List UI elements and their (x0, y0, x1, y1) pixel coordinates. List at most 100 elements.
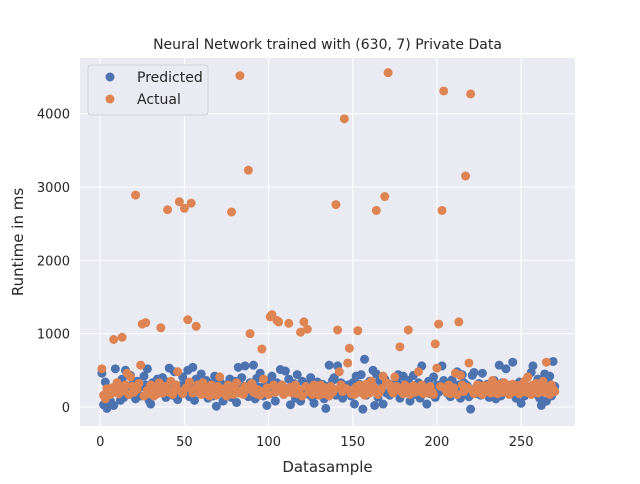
data-point-predicted (280, 366, 290, 376)
data-point-actual (245, 329, 255, 339)
data-point-actual (156, 323, 166, 333)
data-point-actual (550, 387, 560, 397)
data-point-predicted (528, 361, 538, 371)
data-point-actual (344, 343, 354, 353)
data-point-actual (297, 391, 307, 401)
data-point-actual (339, 114, 349, 124)
data-point-predicted (233, 362, 243, 372)
data-point-predicted (240, 361, 250, 371)
legend: Predicted Actual (87, 64, 209, 116)
data-point-actual (179, 203, 189, 213)
legend-marker-predicted (105, 72, 115, 82)
data-point-actual (154, 378, 164, 388)
data-point-actual (296, 327, 306, 337)
data-point-actual (173, 367, 183, 377)
data-point-actual (243, 165, 253, 175)
data-point-actual (284, 318, 294, 328)
data-point-actual (134, 378, 144, 388)
series-actual (97, 68, 560, 404)
x-tick-label: 150 (340, 435, 365, 450)
x-tick-label: 0 (96, 435, 104, 450)
data-point-actual (430, 339, 440, 349)
data-point-predicted (110, 364, 120, 374)
data-point-predicted (422, 399, 432, 409)
data-point-predicted (262, 400, 272, 410)
data-point-predicted (545, 371, 555, 381)
data-point-predicted (270, 396, 280, 406)
legend-box (87, 64, 209, 116)
legend-marker-actual (105, 94, 115, 104)
data-point-predicted (211, 401, 221, 411)
data-point-predicted (405, 396, 415, 406)
data-point-predicted (516, 398, 526, 408)
data-point-actual (120, 380, 130, 390)
data-point-predicted (356, 370, 366, 380)
data-point-actual (353, 326, 363, 336)
data-point-actual (371, 205, 381, 215)
data-point-predicted (146, 399, 156, 409)
data-point-actual (331, 200, 341, 210)
data-point-predicted (142, 364, 152, 374)
data-point-predicted (324, 360, 334, 370)
data-point-predicted (378, 399, 388, 409)
data-point-actual (383, 68, 393, 78)
y-tick-label: 3000 (37, 181, 70, 196)
data-point-actual (432, 363, 442, 373)
data-point-actual (343, 358, 353, 368)
y-tick-label: 0 (62, 401, 70, 416)
data-point-predicted (548, 356, 558, 366)
y-axis-label: Runtime in ms (9, 188, 27, 296)
data-point-predicted (248, 360, 258, 370)
data-point-predicted (306, 373, 316, 383)
data-point-actual (191, 321, 201, 331)
data-point-actual (434, 319, 444, 329)
data-point-predicted (267, 371, 277, 381)
data-point-actual (464, 358, 474, 368)
chart-title: Neural Network trained with (630, 7) Pri… (153, 37, 502, 53)
data-point-actual (235, 71, 245, 81)
data-point-predicted (196, 369, 206, 379)
data-point-predicted (508, 357, 518, 367)
data-point-actual (329, 384, 339, 394)
data-point-actual (456, 370, 466, 380)
data-point-predicted (349, 399, 359, 409)
x-tick-label: 250 (509, 435, 534, 450)
data-point-predicted (469, 367, 479, 377)
data-point-actual (183, 315, 193, 325)
data-point-predicted (285, 400, 295, 410)
data-point-actual (215, 372, 225, 382)
data-point-predicted (358, 404, 368, 414)
grid-lines (80, 58, 575, 426)
data-point-actual (466, 89, 476, 99)
data-point-actual (302, 324, 312, 334)
data-point-actual (257, 344, 267, 354)
data-point-predicted (329, 373, 339, 383)
data-point-actual (395, 342, 405, 352)
data-point-predicted (501, 364, 511, 374)
data-point-predicted (292, 370, 302, 380)
x-axis-label: Datasample (282, 458, 372, 476)
data-point-actual (538, 376, 548, 386)
data-point-actual (131, 190, 141, 200)
data-point-actual (461, 171, 471, 181)
data-point-actual (109, 334, 119, 344)
y-tick-label: 1000 (37, 328, 70, 343)
data-point-actual (452, 389, 462, 399)
data-point-actual (299, 317, 309, 327)
data-point-actual (171, 380, 181, 390)
data-point-actual (232, 378, 242, 388)
legend-label-predicted: Predicted (137, 70, 203, 86)
data-point-actual (413, 367, 423, 377)
data-point-actual (259, 374, 269, 384)
data-point-predicted (309, 398, 319, 408)
data-point-predicted (360, 354, 370, 364)
data-point-actual (439, 86, 449, 96)
data-point-predicted (429, 372, 439, 382)
y-tick-label: 4000 (37, 108, 70, 123)
data-point-predicted (232, 398, 242, 408)
data-point-actual (523, 372, 533, 382)
data-point-actual (126, 372, 136, 382)
data-point-actual (390, 372, 400, 382)
data-point-predicted (109, 400, 119, 410)
